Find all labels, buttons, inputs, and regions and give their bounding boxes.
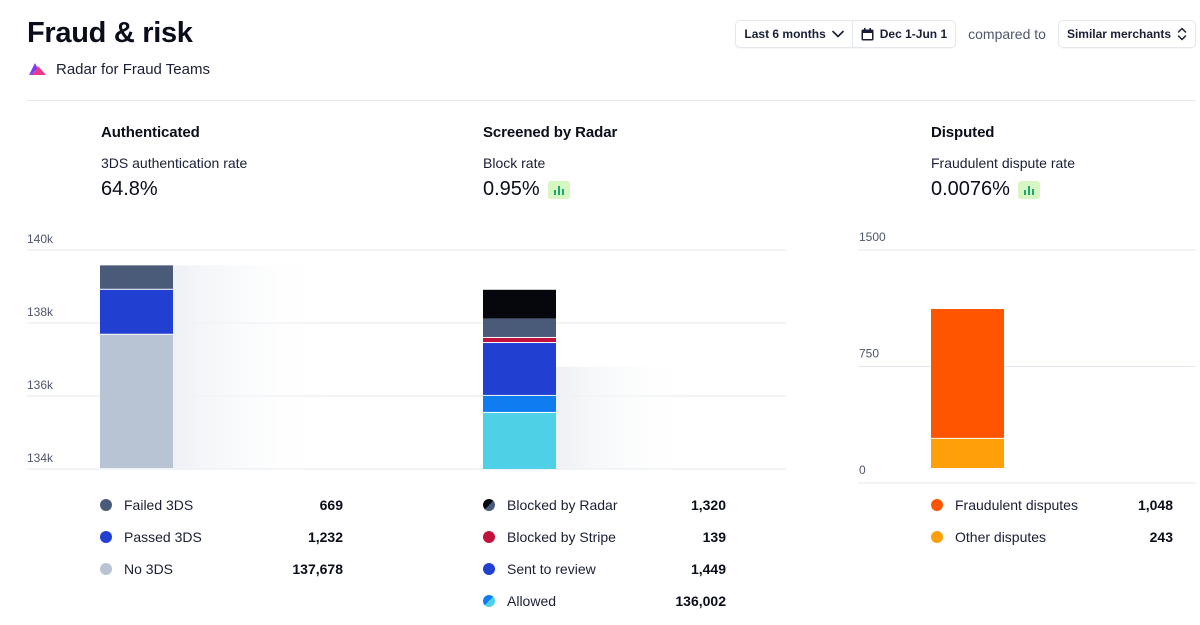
bar-segment-other-disputes[interactable] — [931, 438, 1004, 468]
legend-value: 139 — [702, 529, 726, 545]
metric-label: Fraudulent dispute rate — [931, 155, 1075, 171]
legend-value: 1,048 — [1137, 497, 1173, 513]
bar-segment-allowed-top[interactable] — [483, 395, 556, 412]
legend-label: Other disputes — [955, 529, 1047, 545]
chart-authenticated-screened: 140k 138k 136k 134k — [27, 232, 786, 470]
legend-label: Allowed — [507, 593, 557, 609]
compared-to-label: compared to — [968, 26, 1046, 42]
legend-item[interactable]: Sent to review 1,449 — [483, 553, 726, 585]
legend-item[interactable]: Allowed 136,002 — [483, 585, 726, 617]
header-divider — [27, 100, 1196, 101]
bar-segment-allowed[interactable] — [483, 412, 556, 469]
y-tick-label: 138k — [27, 305, 54, 319]
legend-swatch — [931, 531, 943, 543]
legend-item[interactable]: Blocked by Stripe 139 — [483, 521, 726, 553]
bar-segment-blocked-by-stripe[interactable] — [483, 337, 556, 343]
legend-label: Blocked by Radar — [507, 497, 618, 513]
legend-disputed: Fraudulent disputes 1,048 Other disputes 24… — [931, 489, 1173, 553]
period-label: Last 6 months — [744, 27, 826, 41]
metric-value: 0.95% — [483, 178, 540, 200]
chevron-up-down-icon — [1177, 27, 1187, 41]
legend-value: 669 — [319, 497, 343, 513]
legend-swatch — [100, 563, 112, 575]
legend-item[interactable]: No 3DS 137,678 — [100, 553, 343, 585]
comparison-select[interactable]: Similar merchants — [1057, 20, 1196, 48]
legend-value: 1,232 — [307, 529, 343, 545]
legend-item[interactable]: Failed 3DS 669 — [100, 489, 343, 521]
metric-value: 64.8% — [101, 178, 158, 200]
date-range-button[interactable]: Dec 1-Jun 1 — [851, 21, 955, 47]
bar-segment-sent-to-review[interactable] — [483, 343, 556, 395]
legend-label: Blocked by Stripe — [507, 529, 616, 545]
product-name: Radar for Fraud Teams — [56, 60, 210, 78]
y-tick-label: 136k — [27, 378, 54, 392]
bar-chart-icon[interactable] — [547, 180, 570, 199]
date-filter-group: Last 6 months Dec 1-Jun 1 — [735, 20, 957, 48]
legend-item[interactable]: Passed 3DS 1,232 — [100, 521, 343, 553]
legend-value: 136,002 — [675, 593, 726, 609]
bar-chart-icon[interactable] — [1017, 180, 1040, 199]
panel-authenticated: Authenticated 3DS authentication rate 64… — [101, 124, 247, 201]
legend-item[interactable]: Blocked by Radar 1,320 — [483, 489, 726, 521]
period-select[interactable]: Last 6 months — [736, 21, 851, 47]
bar-segment-fraudulent-disputes[interactable] — [931, 309, 1004, 438]
legend-swatch — [483, 563, 495, 575]
legend-label: Failed 3DS — [124, 497, 194, 513]
legend-swatch — [483, 531, 495, 543]
legend-value: 1,449 — [690, 561, 726, 577]
bar-segment-passed-3ds[interactable] — [100, 289, 173, 334]
legend-item[interactable]: Other disputes 243 — [931, 521, 1173, 553]
legend-value: 137,678 — [292, 561, 343, 577]
legend-label: Sent to review — [507, 561, 596, 577]
bar-segment-failed-3ds[interactable] — [100, 265, 173, 289]
metric-value: 0.0076% — [931, 178, 1010, 200]
y-tick-label: 140k — [27, 232, 54, 246]
bar-segment-no-3ds[interactable] — [100, 334, 173, 468]
comparison-shade — [173, 265, 330, 469]
y-tick-label: 134k — [27, 451, 54, 465]
filter-controls: Last 6 months Dec 1-Jun 1 compared to Si… — [735, 20, 1196, 48]
panel-title: Screened by Radar — [483, 124, 618, 141]
legend-swatch — [100, 531, 112, 543]
radar-logo-icon — [27, 60, 47, 78]
panel-screened: Screened by Radar Block rate 0.95% — [483, 124, 617, 201]
comparison-label: Similar merchants — [1066, 27, 1171, 41]
legend-item[interactable]: Fraudulent disputes 1,048 — [931, 489, 1173, 521]
legend-swatch — [100, 499, 112, 511]
bar-segment-blocked-by-radar[interactable] — [483, 289, 556, 319]
legend-value: 243 — [1149, 529, 1173, 545]
metric-label: 3DS authentication rate — [101, 155, 248, 171]
legend-swatch — [483, 595, 495, 607]
chart-disputed: 1500 750 0 — [858, 230, 1196, 484]
legend-screened: Blocked by Radar 1,320 Blocked by Stripe 13… — [483, 489, 726, 617]
legend-label: No 3DS — [124, 561, 174, 577]
calendar-icon — [861, 27, 874, 41]
product-label: Radar for Fraud Teams — [27, 60, 210, 78]
chevron-down-icon — [831, 30, 844, 38]
y-tick-label: 0 — [859, 463, 866, 477]
legend-swatch — [931, 499, 943, 511]
metric-label: Block rate — [483, 155, 546, 171]
date-range-label: Dec 1-Jun 1 — [879, 27, 948, 41]
panel-disputed: Disputed Fraudulent dispute rate 0.0076% — [931, 124, 1075, 201]
panel-title: Authenticated — [101, 124, 200, 141]
comparison-shade — [556, 366, 696, 469]
legend-swatch — [483, 499, 495, 511]
legend-value: 1,320 — [690, 497, 726, 513]
y-tick-label: 750 — [859, 347, 879, 361]
page-title: Fraud & risk — [27, 17, 193, 49]
legend-label: Passed 3DS — [124, 529, 202, 545]
y-tick-label: 1500 — [859, 230, 886, 244]
legend-label: Fraudulent disputes — [955, 497, 1078, 513]
legend-authenticated: Failed 3DS 669 Passed 3DS 1,232 No 3DS 137,67… — [100, 489, 343, 585]
panel-title: Disputed — [931, 124, 995, 141]
bar-segment-blocked-by-radar-lower[interactable] — [483, 318, 556, 337]
